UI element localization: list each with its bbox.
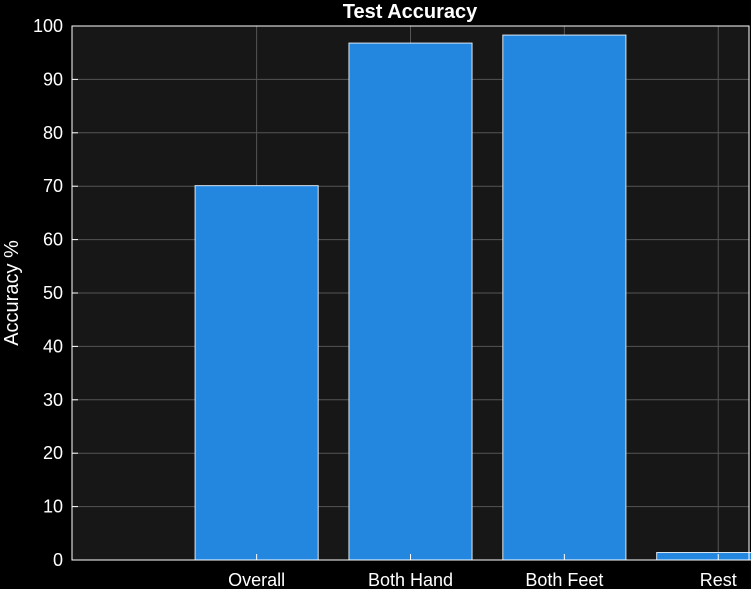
y-tick-label: 70	[43, 176, 63, 196]
tick-labels: 0 10 20 30 40 50 60 70 80 90 100 Overall Both Hand Bo…	[33, 16, 737, 589]
y-tick-label: 100	[33, 16, 63, 36]
y-tick-label: 50	[43, 283, 63, 303]
x-tick-label: Overall	[228, 570, 285, 589]
y-axis-label: Accuracy %	[1, 240, 23, 346]
chart-title: Test Accuracy	[343, 1, 478, 23]
y-tick-label: 0	[53, 550, 63, 570]
x-tick-label: Both Feet	[525, 570, 603, 589]
bar-rest	[656, 552, 751, 561]
x-tick-label: Rest	[700, 570, 737, 589]
bars	[194, 34, 751, 561]
y-tick-label: 60	[43, 230, 63, 250]
y-tick-label: 30	[43, 390, 63, 410]
y-tick-label: 20	[43, 443, 63, 463]
y-tick-label: 90	[43, 69, 63, 89]
bar-both-hand	[348, 42, 473, 561]
x-tick-label: Both Hand	[368, 570, 453, 589]
bar-both-feet	[502, 34, 627, 561]
bar-overall	[194, 185, 319, 561]
y-tick-label: 80	[43, 123, 63, 143]
axes	[71, 25, 750, 561]
y-tick-label: 40	[43, 336, 63, 356]
y-tick-label: 10	[43, 497, 63, 517]
